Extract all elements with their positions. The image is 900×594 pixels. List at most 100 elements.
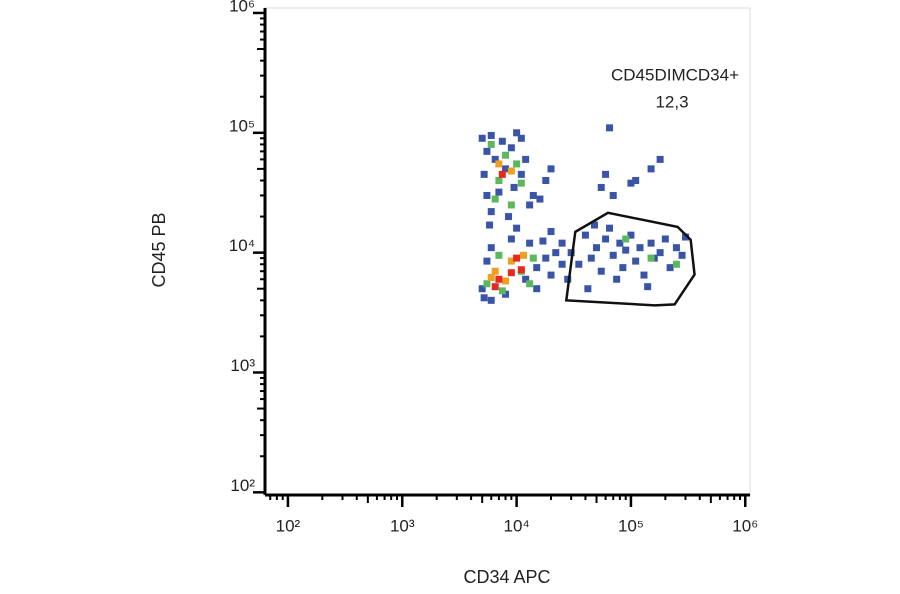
data-point bbox=[480, 170, 488, 178]
data-point bbox=[609, 251, 617, 259]
data-point bbox=[587, 254, 595, 262]
data-point bbox=[507, 201, 515, 209]
gate-name: CD45DIMCD34+ bbox=[611, 65, 739, 84]
data-point bbox=[567, 249, 575, 257]
data-point bbox=[517, 179, 525, 187]
data-point bbox=[495, 275, 503, 283]
data-point bbox=[529, 254, 537, 262]
x-tick-label: 10³ bbox=[390, 516, 415, 535]
data-point bbox=[616, 239, 624, 247]
data-point bbox=[656, 155, 664, 163]
data-point bbox=[498, 287, 506, 295]
data-point bbox=[487, 296, 495, 304]
data-point bbox=[681, 233, 689, 241]
data-point bbox=[491, 155, 499, 163]
x-tick-label: 10⁶ bbox=[732, 516, 758, 535]
data-point bbox=[609, 191, 617, 199]
data-point bbox=[547, 165, 555, 173]
y-tick-label: 10⁴ bbox=[229, 236, 255, 255]
data-point bbox=[678, 251, 686, 259]
data-point bbox=[505, 213, 513, 221]
data-point bbox=[666, 264, 674, 272]
data-point bbox=[487, 244, 495, 252]
data-point bbox=[491, 195, 499, 203]
data-point bbox=[491, 267, 499, 275]
x-tick-label: 10⁵ bbox=[618, 516, 644, 535]
data-point bbox=[636, 244, 644, 252]
data-point bbox=[502, 151, 510, 159]
data-point bbox=[602, 235, 610, 243]
data-point bbox=[483, 147, 491, 155]
data-point bbox=[672, 260, 680, 268]
data-point bbox=[552, 249, 560, 257]
x-axis-title: CD34 APC bbox=[463, 567, 550, 587]
data-point bbox=[622, 235, 630, 243]
data-point bbox=[597, 183, 605, 191]
data-point bbox=[672, 244, 680, 252]
data-point bbox=[513, 254, 521, 262]
data-point bbox=[513, 224, 521, 232]
data-point bbox=[507, 144, 515, 152]
data-point bbox=[627, 179, 635, 187]
data-point bbox=[584, 285, 592, 293]
data-point bbox=[478, 134, 486, 142]
data-point bbox=[522, 275, 530, 283]
data-point bbox=[558, 239, 566, 247]
gate-percent: 12,3 bbox=[655, 92, 688, 111]
data-point bbox=[640, 271, 648, 279]
data-point bbox=[491, 283, 499, 291]
data-point bbox=[495, 176, 503, 184]
y-axis-title: CD45 PB bbox=[149, 212, 169, 287]
data-point bbox=[517, 266, 525, 274]
data-point bbox=[564, 275, 572, 283]
data-point bbox=[487, 131, 495, 139]
data-point bbox=[498, 137, 506, 145]
data-point bbox=[507, 257, 515, 265]
data-point bbox=[517, 170, 525, 178]
data-point bbox=[487, 140, 495, 148]
data-point bbox=[619, 264, 627, 272]
data-point bbox=[661, 235, 669, 243]
y-tick-label: 10² bbox=[230, 476, 255, 495]
data-point bbox=[483, 280, 491, 288]
data-point bbox=[647, 239, 655, 247]
x-tick-label: 10² bbox=[276, 516, 301, 535]
data-point bbox=[502, 165, 510, 173]
data-point bbox=[590, 221, 598, 229]
data-point bbox=[498, 170, 506, 178]
data-point bbox=[547, 228, 555, 236]
data-point bbox=[533, 264, 541, 272]
data-point bbox=[522, 155, 530, 163]
y-tick-label: 10³ bbox=[230, 356, 255, 375]
data-point bbox=[502, 277, 510, 285]
data-point bbox=[487, 208, 495, 216]
data-point bbox=[542, 254, 550, 262]
data-point bbox=[602, 170, 610, 178]
data-point bbox=[632, 257, 640, 265]
data-point bbox=[536, 195, 544, 203]
gate bbox=[564, 211, 696, 307]
data-point bbox=[495, 160, 503, 168]
data-point bbox=[613, 275, 621, 283]
data-point bbox=[495, 188, 503, 196]
data-point bbox=[483, 257, 491, 265]
data-point bbox=[513, 160, 521, 168]
data-point bbox=[547, 271, 555, 279]
data-point bbox=[593, 244, 601, 252]
data-point bbox=[520, 251, 528, 259]
data-point bbox=[644, 283, 652, 291]
data-point bbox=[487, 274, 495, 282]
data-point bbox=[627, 231, 635, 239]
data-point bbox=[606, 224, 614, 232]
data-point bbox=[533, 285, 541, 293]
data-point bbox=[495, 251, 503, 259]
data-point bbox=[529, 191, 537, 199]
x-tick-label: 10⁴ bbox=[503, 516, 529, 535]
data-point bbox=[656, 249, 664, 257]
data-point bbox=[507, 269, 515, 277]
data-point bbox=[507, 167, 515, 175]
data-point bbox=[575, 260, 583, 268]
data-point bbox=[597, 267, 605, 275]
data-point bbox=[647, 254, 655, 262]
